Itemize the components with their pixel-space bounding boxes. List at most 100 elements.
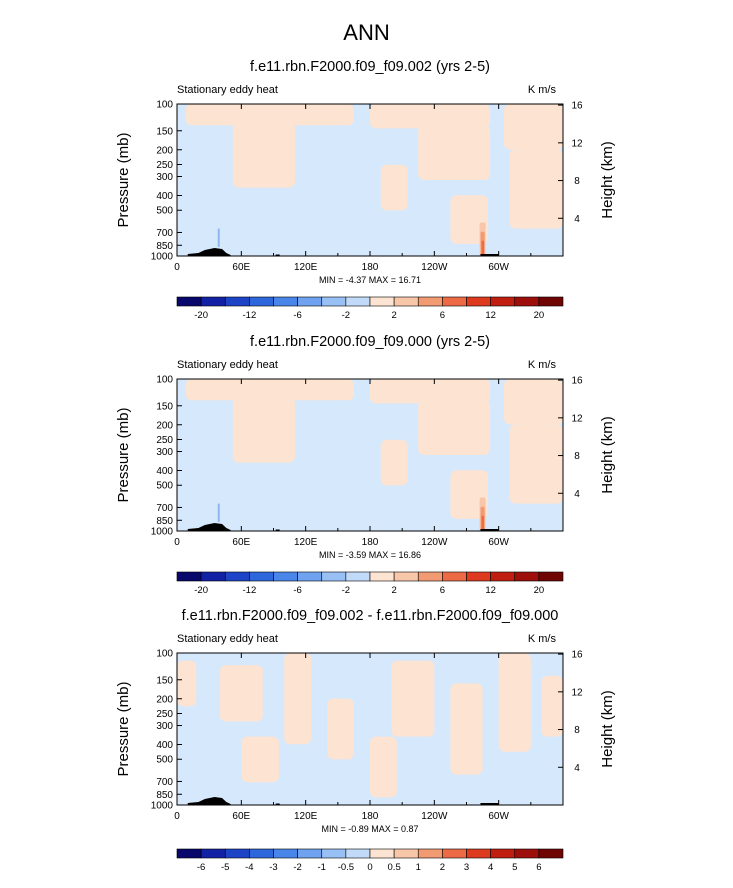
chart-3-x-tick-label: 0 [174,811,180,822]
chart-1-plume-core [481,240,485,256]
chart-2-colorbar-box [273,571,298,582]
chart-3-positive-region [177,660,197,707]
chart-1-colorbar-box [393,296,419,307]
chart-1-y-tick-label: 100 [156,100,173,111]
chart-1-colorbar-label: -20 [194,310,208,321]
chart-1-positive-region [450,195,488,244]
chart-3-positive-region [498,653,531,752]
chart-1-colorbar-box [273,296,298,307]
chart-1-colorbar-box [514,296,540,307]
chart-2-topography-tibet [187,523,231,531]
chart-2-colorbar-box [224,571,250,582]
chart-1-left-label: Stationary eddy heat [177,84,278,96]
chart-3-colorbar-label: -1 [318,862,326,873]
chart-3-positive-region [391,660,435,737]
chart-3-y-tick-label: 700 [156,777,173,788]
chart-2-plume-core [481,515,485,531]
chart-1-topography-tibet [187,248,231,256]
chart-2-y-tick-label: 400 [156,466,173,477]
chart-3-y-right-tick-label: 8 [574,725,580,736]
chart-1-colorbar-box [490,296,516,307]
chart-1-colorbar-label: 2 [391,310,396,321]
chart-1-colorbar-box [200,296,226,307]
chart-1-colorbar-label: 12 [485,310,496,321]
chart-3-colorbar-label: 1 [416,862,421,873]
chart-3-topography-tibet [187,797,231,805]
chart-1-colorbar-box [345,296,371,307]
chart-3-colorbar-label: 0.5 [388,862,401,873]
chart-3-colorbar-box [514,848,540,859]
chart-3-topography-small [275,803,280,805]
chart-3-positive-region [284,653,312,745]
chart-3-y-tick-label: 500 [156,755,173,766]
chart-1-y-tick-label: 150 [156,126,173,137]
chart-3-y-tick-label: 400 [156,740,173,751]
chart-2-positive-region [380,439,408,486]
chart-2-y-tick-label: 850 [156,516,173,527]
chart-2-y-tick-label: 200 [156,420,173,431]
chart-panel-1: f.e11.rbn.F2000.f09_f09.002 (yrs 2-5) Sta… [115,59,616,321]
chart-1-colorbar-label: -12 [243,310,257,321]
chart-3-ylabel-right: Height (km) [599,690,616,768]
chart-3-y-tick-label: 150 [156,675,173,686]
chart-1-colorbar-label: -2 [342,310,350,321]
chart-3-y-tick-label: 100 [156,649,173,660]
chart-2-title: f.e11.rbn.F2000.f09_f09.000 (yrs 2-5) [250,334,490,350]
chart-1-negative-spot [217,228,220,247]
chart-3-y-tick-label: 300 [156,721,173,732]
chart-3-colorbar-label: -0.5 [338,862,354,873]
chart-2-y-tick-label: 250 [156,435,173,446]
chart-2-y-right-tick-label: 4 [574,489,580,500]
chart-2-colorbar-label: 2 [391,585,396,596]
chart-1-positive-region [504,104,563,150]
chart-2-colorbar-box [345,571,371,582]
chart-2-y-right-tick-label: 12 [571,413,583,424]
chart-3-colorbar-label: 2 [440,862,445,873]
chart-3-colorbar-box [393,848,419,859]
chart-2-negative-spot [217,503,220,522]
chart-2-y-right-tick-label: 8 [574,451,580,462]
chart-2-x-tick-label: 0 [174,537,180,548]
chart-3-positive-region [327,698,354,760]
chart-1-y-tick-label: 300 [156,172,173,183]
chart-2-ylabel: Pressure (mb) [115,407,132,502]
chart-3-positive-region [370,736,397,798]
chart-3-y-right-tick-label: 16 [571,650,583,661]
chart-1-title: f.e11.rbn.F2000.f09_f09.002 (yrs 2-5) [250,59,490,75]
chart-1-colorbar-box [369,296,395,307]
chart-2-positive-region [509,424,563,504]
chart-2-positive-region [504,379,563,425]
chart-3-colorbar-box [369,848,395,859]
chart-1-negative-region [200,131,210,250]
chart-2-colorbar-box [538,571,564,582]
chart-3-positive-region [219,665,263,722]
chart-1-positive-region [418,125,491,180]
chart-1-y-tick-label: 700 [156,228,173,239]
chart-2-positive-region [232,397,295,463]
chart-3-colorbar-box [345,848,371,859]
chart-3-x-tick-label: 180 [362,811,379,822]
chart-2-topography-small [275,529,280,531]
chart-1-x-tick-label: 120E [294,262,318,273]
chart-1-topography-small [275,254,280,256]
chart-3-title: f.e11.rbn.F2000.f09_f09.002 - f.e11.rbn.… [182,608,559,624]
chart-3-x-tick-label: 120W [421,811,448,822]
chart-1-colorbar-box [297,296,323,307]
chart-2-colorbar-label: -12 [243,585,257,596]
chart-2-colorbar-box [369,571,395,582]
chart-2-positive-region [450,470,488,519]
chart-2-topography-andes [480,529,499,531]
chart-2-x-tick-label: 60W [488,537,509,548]
chart-3-positive-region [450,683,483,775]
chart-1-positive-region [509,149,563,229]
chart-2-colorbar-box [514,571,540,582]
chart-1-y-right-tick-label: 4 [574,214,580,225]
chart-3-colorbar-box [200,848,226,859]
chart-2-positive-region [418,400,491,455]
chart-1-y-tick-label: 500 [156,206,173,217]
chart-2-x-tick-label: 120W [421,537,448,548]
chart-1-colorbar-label: 20 [534,310,545,321]
chart-panel-3: f.e11.rbn.F2000.f09_f09.002 - f.e11.rbn.… [115,608,616,873]
chart-2-negative-region [200,406,210,525]
chart-2-colorbar-box [442,571,467,582]
